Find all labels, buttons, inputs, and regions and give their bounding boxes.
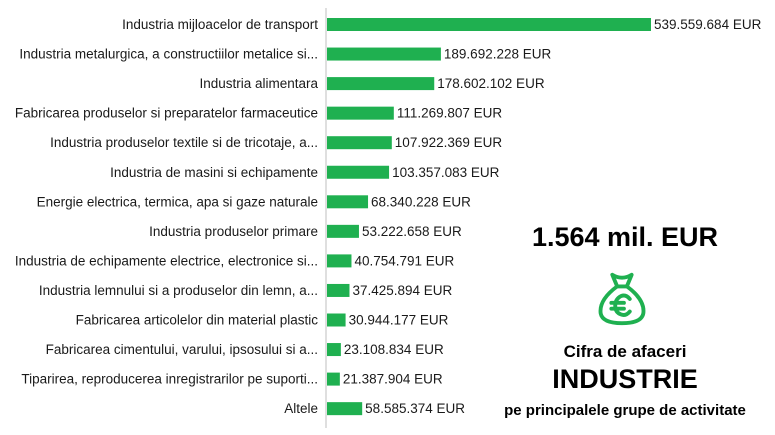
- category-label: Tiparirea, reproducerea inregistrarilor …: [21, 372, 318, 387]
- category-label: Industria alimentara: [199, 76, 318, 91]
- category-label: Fabricarea articolelor din material plas…: [76, 313, 319, 328]
- bar: [327, 136, 392, 150]
- bar: [327, 165, 390, 179]
- category-label: Industria de echipamente electrice, elec…: [15, 253, 318, 268]
- value-label: 40.754.791 EUR: [354, 253, 454, 268]
- bar: [327, 283, 350, 297]
- value-label: 68.340.228 EUR: [371, 194, 471, 209]
- bar: [327, 402, 363, 416]
- category-label: Industria metalurgica, a constructiilor …: [19, 47, 318, 62]
- bar: [327, 224, 359, 238]
- value-label: 23.108.834 EUR: [344, 342, 444, 357]
- category-label: Fabricarea cimentului, varului, ipsosulu…: [46, 342, 318, 357]
- bar: [327, 372, 340, 386]
- category-label: Industria mijloacelor de transport: [122, 17, 318, 32]
- category-label: Industria de masini si echipamente: [110, 165, 318, 180]
- category-label: Altele: [284, 401, 318, 416]
- category-label: Industria lemnului si a produselor din l…: [39, 283, 318, 298]
- value-label: 189.692.228 EUR: [444, 47, 552, 62]
- category-label: Fabricarea produselor si preparatelor fa…: [15, 106, 318, 121]
- value-label: 178.602.102 EUR: [437, 76, 545, 91]
- value-label: 539.559.684 EUR: [654, 17, 762, 32]
- value-label: 103.357.083 EUR: [392, 165, 500, 180]
- bar: [327, 47, 441, 61]
- value-label: 53.222.658 EUR: [362, 224, 462, 239]
- caption-turnover: Cifra de afaceri: [563, 342, 687, 361]
- money-bag-euro-icon: [591, 267, 653, 329]
- value-label: 21.387.904 EUR: [343, 372, 443, 387]
- caption-by-activity-groups: pe principalele grupe de activitate: [504, 402, 746, 419]
- bar: [327, 313, 346, 327]
- value-label: 58.585.374 EUR: [365, 401, 465, 416]
- bars-group: Industria mijloacelor de transport 539.55…: [15, 17, 762, 416]
- bar: [327, 254, 352, 268]
- value-label: 30.944.177 EUR: [349, 313, 449, 328]
- value-label: 111.269.807 EUR: [397, 106, 503, 121]
- total-value: 1.564 mil. EUR: [531, 222, 719, 252]
- category-label: Industria produselor textile si de trico…: [50, 135, 318, 150]
- value-label: 107.922.369 EUR: [395, 135, 503, 150]
- bar: [327, 106, 394, 120]
- bar: [327, 195, 369, 209]
- value-label: 37.425.894 EUR: [352, 283, 452, 298]
- bar: [327, 18, 651, 31]
- bar: [327, 343, 341, 357]
- category-label: Energie electrica, termica, apa si gaze …: [37, 194, 318, 209]
- bar: [327, 77, 435, 91]
- category-label: Industria produselor primare: [149, 224, 318, 239]
- caption-industry: INDUSTRIE: [552, 364, 698, 394]
